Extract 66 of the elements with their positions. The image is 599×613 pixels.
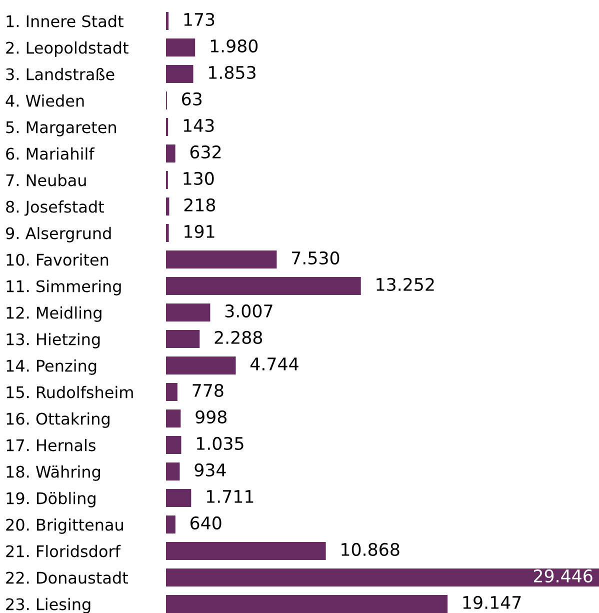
bar [166, 64, 194, 84]
bar [166, 144, 176, 163]
data-label: 29.446 [534, 569, 592, 583]
data-label: 19.147 [463, 596, 521, 610]
data-label: 1.853 [209, 66, 256, 80]
bar [166, 409, 181, 428]
bar [166, 276, 361, 296]
y-tick-label: 15. Rudolfsheim [6, 386, 133, 398]
data-label: 934 [194, 463, 226, 477]
y-tick-label: 23. Liesing [6, 598, 90, 613]
y-tick-label: 22. Donaustadt [6, 571, 128, 584]
bar [166, 330, 200, 348]
bar [166, 594, 448, 613]
y-tick-label: 21. Floridsdorf [6, 544, 121, 558]
data-label: 13.252 [376, 278, 434, 292]
bar [166, 356, 236, 375]
data-label: 778 [192, 384, 224, 398]
bar [166, 38, 196, 57]
y-tick-label: 6. Mariahilf [6, 147, 95, 160]
y-tick-label: 4. Wieden [6, 94, 84, 107]
y-tick-label: 19. Döbling [6, 492, 96, 508]
data-label: 173 [184, 12, 214, 26]
data-label: 4.744 [250, 358, 298, 370]
y-tick-label: 1. Innere Stadt [6, 14, 124, 28]
y-tick-label: 14. Penzing [6, 359, 96, 375]
bar [166, 224, 169, 242]
y-tick-label: 11. Simmering [6, 280, 121, 296]
y-tick-label: 20. Brigittenau [6, 518, 123, 534]
bar [166, 12, 169, 30]
bar [166, 303, 210, 322]
y-tick-label: 2. Leopoldstadt [6, 41, 128, 57]
data-label: 10.868 [342, 542, 400, 556]
bar [166, 197, 170, 216]
y-tick-label: 12. Meidling [6, 306, 102, 322]
data-label: 130 [184, 172, 214, 186]
data-label: 191 [184, 224, 214, 238]
data-label: 1.980 [210, 39, 258, 53]
y-tick-label: 7. Neubau [6, 174, 86, 186]
y-tick-label: 10. Favoriten [6, 253, 108, 266]
data-label: 640 [190, 516, 222, 530]
bar [166, 462, 180, 481]
bar [166, 568, 599, 587]
y-tick-label: 5. Margareten [6, 121, 116, 136]
data-label: 632 [190, 145, 221, 159]
data-label: 218 [184, 198, 216, 212]
y-tick-label: 9. Alsergrund [6, 226, 111, 242]
bar [166, 542, 326, 560]
bar [166, 436, 182, 454]
y-tick-label: 3. Landstraße [6, 68, 114, 80]
data-label: 1.035 [197, 436, 244, 450]
bar [166, 382, 178, 402]
bar [166, 250, 277, 269]
bar [166, 488, 192, 508]
y-tick-label: 17. Hernals [6, 438, 96, 452]
data-label: 1.711 [206, 490, 254, 503]
y-tick-label: 8. Josefstadt [6, 200, 104, 216]
y-tick-label: 18. Währing [6, 465, 100, 481]
bar [166, 515, 176, 534]
data-label: 3.007 [225, 304, 272, 318]
data-label: 63 [182, 92, 202, 106]
data-label: 998 [196, 410, 227, 424]
data-label: 2.288 [214, 330, 262, 344]
data-label: 143 [184, 118, 214, 132]
y-tick-label: 13. Hietzing [6, 332, 100, 348]
y-tick-label: 16. Ottakring [6, 412, 110, 428]
data-label: 7.530 [292, 251, 340, 265]
